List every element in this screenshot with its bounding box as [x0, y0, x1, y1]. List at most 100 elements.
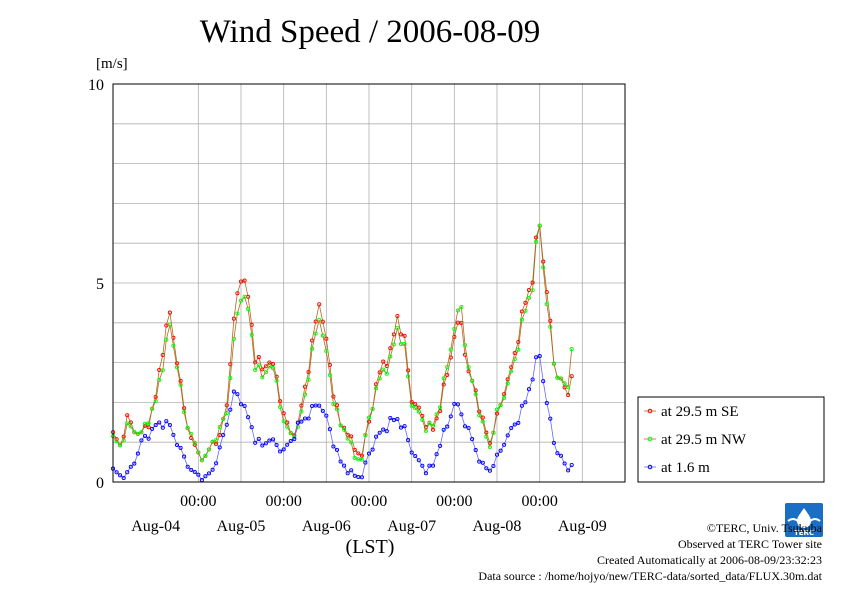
x-date-label: Aug-07	[387, 518, 436, 535]
data-point	[278, 399, 283, 404]
data-point	[278, 404, 283, 410]
data-point	[167, 422, 172, 428]
data-point	[192, 469, 197, 475]
data-point	[551, 361, 556, 366]
data-point	[139, 438, 144, 443]
data-point	[391, 332, 396, 337]
data-point	[434, 412, 439, 417]
data-point	[342, 427, 347, 432]
data-point	[395, 325, 400, 330]
data-point	[352, 455, 357, 460]
data-point	[167, 310, 172, 315]
data-point	[534, 235, 539, 240]
series-line	[112, 355, 573, 481]
data-point	[132, 430, 137, 435]
data-point	[263, 441, 268, 446]
data-point	[164, 337, 169, 342]
data-point	[238, 402, 244, 407]
data-point	[509, 365, 514, 370]
data-point	[331, 444, 336, 449]
data-point	[377, 370, 382, 375]
data-point	[459, 304, 464, 310]
data-point	[416, 405, 421, 410]
data-point	[473, 392, 478, 397]
data-point	[388, 354, 393, 359]
data-point	[420, 417, 425, 422]
data-point	[374, 434, 379, 439]
data-point	[128, 464, 133, 469]
data-point	[541, 379, 546, 384]
data-point	[288, 430, 293, 436]
data-point	[566, 468, 571, 473]
data-point	[406, 374, 411, 379]
data-point	[366, 451, 372, 456]
data-point	[462, 424, 468, 429]
data-point	[224, 422, 229, 427]
data-point	[391, 342, 396, 347]
data-point	[395, 416, 400, 422]
data-point	[178, 445, 183, 450]
data-point	[534, 355, 539, 360]
data-point	[274, 374, 279, 379]
data-point	[189, 431, 194, 437]
data-point	[551, 440, 556, 445]
data-point	[203, 453, 208, 458]
data-point	[150, 426, 155, 431]
data-point	[327, 427, 332, 432]
data-point	[526, 295, 532, 301]
data-point	[370, 406, 375, 412]
data-source-text: Data source : /home/hojyo/new/TERC-data/…	[478, 569, 822, 583]
data-point	[235, 311, 240, 316]
x-time-tick-label: 00:00	[521, 493, 557, 510]
data-point	[246, 306, 251, 311]
data-point	[310, 346, 315, 351]
data-point	[146, 421, 151, 426]
data-point	[121, 434, 126, 439]
legend-box	[637, 396, 825, 483]
data-point	[416, 458, 421, 463]
data-point	[438, 443, 443, 448]
data-point	[477, 459, 482, 464]
data-point	[558, 376, 564, 381]
terc-logo-icon: TERC	[785, 503, 823, 537]
data-point	[338, 423, 343, 428]
data-point	[523, 300, 528, 305]
data-point	[295, 424, 300, 429]
data-point	[278, 449, 283, 454]
x-date-label: Aug-08	[473, 518, 522, 535]
data-point	[299, 409, 304, 414]
data-point	[142, 433, 148, 438]
data-point	[270, 362, 276, 367]
legend-entry-label: at 29.5 m SE	[661, 404, 739, 420]
data-point	[334, 407, 340, 412]
data-point	[192, 440, 197, 445]
data-point	[310, 403, 315, 409]
data-point	[462, 343, 468, 348]
data-point	[537, 354, 542, 359]
data-point	[125, 470, 130, 475]
data-point	[548, 324, 553, 329]
y-axis-ticks: 0 5 10	[88, 77, 104, 492]
data-point	[206, 471, 212, 476]
data-point	[541, 265, 546, 270]
data-point	[484, 466, 489, 471]
data-point	[260, 375, 265, 380]
data-point	[459, 412, 464, 417]
data-point	[171, 343, 176, 348]
data-point	[246, 415, 251, 420]
x-axis-title: (LST)	[345, 536, 395, 558]
data-point	[342, 463, 347, 468]
data-point	[118, 443, 123, 448]
legend-entry-label: at 1.6 m	[661, 460, 710, 476]
data-point	[267, 364, 272, 369]
data-point	[196, 450, 201, 455]
data-point	[270, 366, 276, 371]
data-point	[381, 367, 386, 372]
chart-title: Wind Speed / 2006-08-09	[199, 14, 541, 50]
data-point	[228, 407, 233, 412]
data-point	[466, 369, 471, 374]
data-point	[427, 420, 432, 425]
data-point	[544, 302, 549, 307]
data-point	[480, 460, 485, 465]
data-point	[256, 355, 261, 360]
